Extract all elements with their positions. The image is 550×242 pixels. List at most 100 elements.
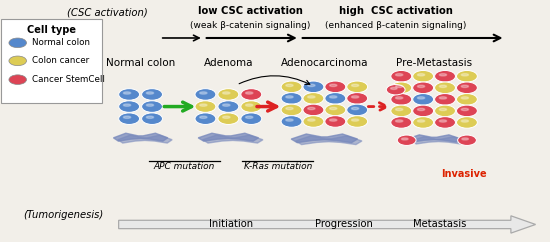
Ellipse shape [462, 138, 469, 140]
Ellipse shape [434, 105, 455, 117]
Ellipse shape [195, 113, 216, 124]
Ellipse shape [325, 81, 346, 93]
Polygon shape [407, 135, 461, 142]
Ellipse shape [402, 138, 408, 140]
Ellipse shape [434, 82, 455, 94]
Ellipse shape [286, 96, 293, 98]
Ellipse shape [223, 104, 230, 106]
Ellipse shape [395, 85, 403, 88]
Ellipse shape [347, 116, 367, 127]
Ellipse shape [461, 74, 469, 76]
Ellipse shape [123, 92, 131, 94]
Ellipse shape [142, 89, 162, 100]
Ellipse shape [303, 116, 324, 127]
Ellipse shape [412, 94, 433, 105]
Text: (weak β-catenin signaling): (weak β-catenin signaling) [190, 21, 311, 30]
Text: K-Ras mutation: K-Ras mutation [244, 162, 312, 171]
Ellipse shape [200, 104, 207, 106]
Ellipse shape [347, 81, 367, 93]
Ellipse shape [241, 113, 262, 124]
Text: Colon cancer: Colon cancer [32, 56, 89, 65]
Ellipse shape [391, 105, 412, 117]
Ellipse shape [245, 104, 253, 106]
Text: Adenoma: Adenoma [204, 58, 253, 68]
Ellipse shape [434, 70, 455, 82]
Ellipse shape [417, 74, 425, 76]
Text: (enhanced β-catenin signaling): (enhanced β-catenin signaling) [325, 21, 466, 30]
Ellipse shape [351, 119, 359, 121]
Text: Cell type: Cell type [27, 25, 76, 35]
Ellipse shape [439, 97, 447, 99]
Polygon shape [202, 135, 263, 143]
Ellipse shape [461, 97, 469, 99]
Ellipse shape [146, 104, 153, 106]
Ellipse shape [456, 117, 477, 128]
Ellipse shape [303, 104, 324, 116]
Ellipse shape [395, 108, 403, 111]
Ellipse shape [456, 82, 477, 94]
Ellipse shape [329, 119, 337, 121]
Ellipse shape [412, 117, 433, 128]
Ellipse shape [417, 85, 425, 88]
Text: low CSC activation: low CSC activation [198, 6, 302, 15]
Text: Pre-Metastasis: Pre-Metastasis [396, 58, 472, 68]
Ellipse shape [456, 105, 477, 117]
Ellipse shape [223, 116, 230, 118]
Ellipse shape [281, 116, 302, 127]
Ellipse shape [412, 105, 433, 117]
Ellipse shape [146, 92, 153, 94]
Ellipse shape [286, 107, 293, 110]
Ellipse shape [391, 94, 412, 105]
Ellipse shape [439, 74, 447, 76]
Text: (CSC activation): (CSC activation) [67, 8, 148, 18]
Ellipse shape [395, 74, 403, 76]
Ellipse shape [391, 82, 412, 94]
Ellipse shape [9, 56, 26, 66]
Ellipse shape [245, 92, 253, 94]
Ellipse shape [351, 96, 359, 98]
Ellipse shape [123, 116, 131, 118]
Ellipse shape [123, 104, 131, 106]
Ellipse shape [9, 75, 26, 84]
Ellipse shape [195, 101, 216, 112]
Polygon shape [291, 134, 358, 143]
Polygon shape [119, 216, 536, 233]
Ellipse shape [391, 117, 412, 128]
Text: APC mutation: APC mutation [154, 162, 215, 171]
Polygon shape [118, 135, 172, 143]
Ellipse shape [281, 81, 302, 93]
Ellipse shape [439, 120, 447, 122]
Ellipse shape [439, 108, 447, 111]
Ellipse shape [417, 97, 425, 99]
Ellipse shape [218, 113, 239, 124]
Ellipse shape [241, 89, 262, 100]
Ellipse shape [351, 84, 359, 87]
Ellipse shape [351, 107, 359, 110]
Ellipse shape [223, 92, 230, 94]
Ellipse shape [307, 96, 315, 98]
Ellipse shape [386, 84, 405, 95]
Ellipse shape [456, 94, 477, 105]
Ellipse shape [286, 84, 293, 87]
Ellipse shape [439, 85, 447, 88]
Ellipse shape [329, 96, 337, 98]
Ellipse shape [325, 93, 346, 104]
Ellipse shape [325, 116, 346, 127]
Ellipse shape [395, 120, 403, 122]
Ellipse shape [286, 119, 293, 121]
Ellipse shape [142, 113, 162, 124]
Ellipse shape [119, 113, 140, 124]
Text: Normal colon: Normal colon [106, 58, 175, 68]
Ellipse shape [307, 119, 315, 121]
Text: Invasive: Invasive [442, 169, 487, 179]
Polygon shape [113, 133, 168, 141]
Text: Progression: Progression [315, 219, 372, 229]
Text: Metastasis: Metastasis [413, 219, 466, 229]
Text: (Tumorigenesis): (Tumorigenesis) [24, 210, 104, 220]
Ellipse shape [417, 120, 425, 122]
Ellipse shape [245, 116, 253, 118]
Ellipse shape [390, 87, 397, 90]
Ellipse shape [458, 135, 476, 145]
Text: Initiation: Initiation [209, 219, 253, 229]
Ellipse shape [200, 116, 207, 118]
